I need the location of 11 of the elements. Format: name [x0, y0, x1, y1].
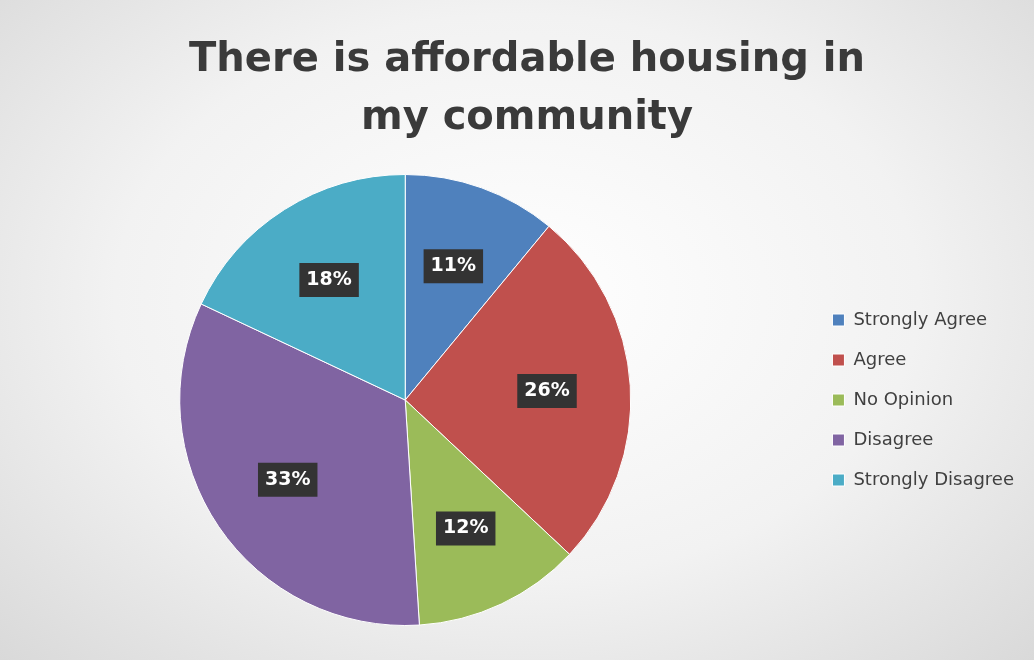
legend-label: Strongly Agree	[853, 307, 988, 329]
legend-label: Strongly Disagree	[853, 467, 1014, 489]
data-label: 11%	[430, 253, 477, 276]
legend-label: Agree	[853, 347, 907, 369]
legend-label: No Opinion	[853, 387, 954, 409]
data-label: 33%	[264, 466, 311, 489]
data-label: 18%	[306, 266, 352, 289]
chart-title: There is affordable housing in my community	[188, 33, 866, 140]
legend-label: Disagree	[853, 427, 934, 449]
data-label: 26%	[524, 378, 570, 401]
data-label: 12%	[442, 515, 489, 538]
